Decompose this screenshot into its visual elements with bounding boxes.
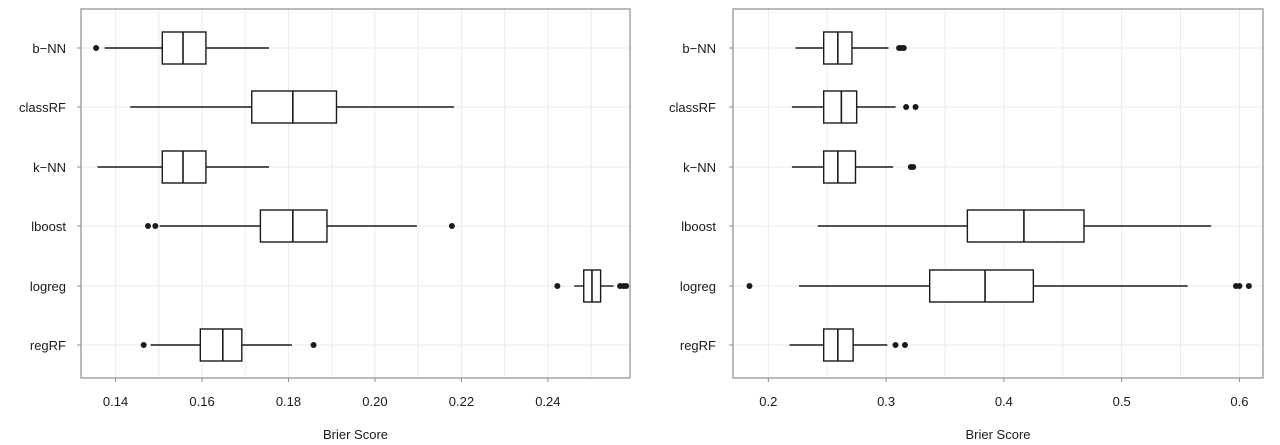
category-label: regRF: [30, 338, 66, 353]
outlier-point: [623, 283, 630, 289]
outlier-point: [448, 223, 455, 229]
box-iqr: [966, 209, 1085, 243]
x-tick-label: 0.5: [1113, 394, 1131, 409]
x-tick-label: 0.20: [362, 394, 387, 409]
box-iqr: [822, 150, 857, 184]
category-label: lboost: [681, 219, 716, 234]
box-iqr: [928, 269, 1035, 303]
x-tick-label: 0.22: [449, 394, 474, 409]
x-tick-label: 0.2: [759, 394, 777, 409]
box-2-2: [791, 90, 919, 124]
outlier-point: [310, 342, 317, 348]
x-tick-label: 0.14: [103, 394, 128, 409]
outlier-point: [554, 283, 561, 289]
category-label: regRF: [680, 338, 716, 353]
x-axis-label: Brier Score: [323, 427, 388, 442]
category-label: b−NN: [682, 41, 716, 56]
category-label: k−NN: [683, 160, 716, 175]
outlier-point: [901, 342, 908, 348]
outlier-point: [903, 104, 910, 110]
category-label: classRF: [19, 100, 66, 115]
outlier-point: [1236, 283, 1243, 289]
box-2-3: [791, 150, 917, 184]
x-tick-label: 0.16: [189, 394, 214, 409]
outlier-point: [912, 104, 919, 110]
outlier-point: [900, 45, 907, 51]
box-2-1: [795, 31, 907, 65]
box-2-6: [789, 328, 908, 362]
plot-background: [81, 9, 630, 378]
outlier-point: [892, 342, 899, 348]
panel-border: [80, 8, 631, 379]
category-label: lboost: [31, 219, 66, 234]
x-tick-label: 0.24: [535, 394, 560, 409]
chart-panel-1: b−NN classRF k−NN lboost logreg regRF 0.14 0.16…: [19, 8, 631, 442]
box-iqr: [259, 209, 328, 243]
x-tick-label: 0.6: [1230, 394, 1248, 409]
box-2-4: [817, 209, 1212, 243]
outlier-point: [93, 45, 100, 51]
box-iqr: [822, 90, 858, 124]
box-iqr: [251, 90, 338, 124]
outlier-point: [910, 164, 917, 170]
box-1-6: [140, 328, 317, 362]
x-tick-label: 0.4: [995, 394, 1013, 409]
outlier-point: [746, 283, 753, 289]
outlier-point: [140, 342, 147, 348]
category-label: k−NN: [33, 160, 66, 175]
category-label: classRF: [669, 100, 716, 115]
box-iqr: [161, 150, 207, 184]
box-iqr: [199, 328, 243, 362]
x-axis-label: Brier Score: [965, 427, 1030, 442]
category-label: logreg: [680, 279, 716, 294]
box-1-3: [97, 150, 270, 184]
outlier-point: [1245, 283, 1252, 289]
box-1-4: [145, 209, 455, 243]
category-label: logreg: [30, 279, 66, 294]
outlier-point: [145, 223, 152, 229]
plot-background: [733, 9, 1263, 378]
box-1-1: [93, 31, 270, 65]
chart-panel-2: b−NN classRF k−NN lboost logreg regRF 0.2 0.3 0.…: [669, 8, 1264, 442]
category-label: b−NN: [32, 41, 66, 56]
box-2-5: [746, 269, 1252, 303]
box-1-5: [554, 269, 630, 303]
box-1-2: [130, 90, 455, 124]
outlier-point: [152, 223, 159, 229]
box-iqr: [161, 31, 207, 65]
panel-border: [732, 8, 1264, 379]
x-tick-label: 0.3: [877, 394, 895, 409]
x-tick-label: 0.18: [276, 394, 301, 409]
